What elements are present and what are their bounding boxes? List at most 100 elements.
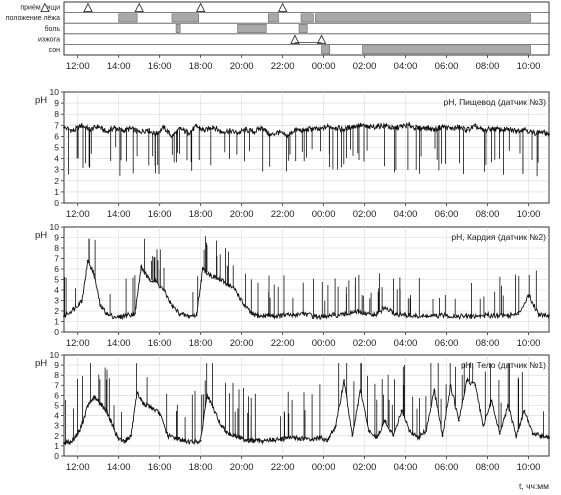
data-point — [183, 440, 186, 442]
y-tick-label: 2 — [54, 431, 59, 441]
data-point — [482, 129, 485, 132]
event-x-tick-label: 12:00 — [66, 61, 90, 72]
x-tick-label: 06:00 — [435, 209, 459, 220]
data-point — [93, 273, 95, 276]
data-point — [87, 259, 89, 262]
y-tick-label: 5 — [54, 401, 59, 411]
data-point — [210, 274, 212, 277]
y-tick-label: 8 — [54, 370, 59, 380]
data-point — [117, 316, 120, 319]
event-bar — [300, 13, 314, 23]
data-point — [548, 133, 550, 136]
y-tick-label: 6 — [54, 264, 59, 274]
y-tick-label: 0 — [54, 198, 59, 208]
data-point — [515, 129, 518, 132]
data-point — [154, 280, 157, 283]
data-point — [496, 314, 499, 317]
data-point — [359, 124, 362, 127]
data-point — [548, 314, 550, 317]
event-bar — [171, 13, 199, 23]
y-tick-label: 5 — [54, 275, 59, 285]
data-point — [523, 127, 526, 130]
data-point — [417, 436, 419, 439]
data-point — [251, 313, 253, 315]
event-x-tick-label: 18:00 — [189, 61, 213, 72]
data-point — [507, 128, 509, 131]
y-tick-label: 4 — [54, 285, 59, 295]
event-x-tick-label: 00:00 — [312, 61, 336, 72]
x-tick-label: 00:00 — [312, 462, 336, 473]
y-tick-label: 7 — [54, 254, 59, 264]
data-point — [326, 125, 329, 128]
x-tick-label: 18:00 — [189, 338, 213, 349]
data-point — [425, 429, 427, 432]
x-tick-label: 20:00 — [230, 209, 254, 220]
x-tick-label: 02:00 — [353, 209, 377, 220]
data-point — [171, 135, 173, 138]
data-point — [474, 384, 477, 387]
data-point — [400, 125, 403, 128]
x-tick-label: 08:00 — [476, 209, 500, 220]
y-tick-label: 9 — [54, 233, 59, 243]
data-point — [244, 438, 247, 441]
event-bar — [298, 24, 308, 33]
data-point — [441, 125, 444, 128]
data-point — [142, 402, 145, 405]
data-point — [261, 440, 263, 442]
x-tick-label: 22:00 — [271, 462, 295, 473]
y-tick-label: 6 — [54, 131, 59, 141]
data-point — [175, 436, 178, 439]
ph-spike-lines — [64, 236, 537, 318]
data-point — [269, 438, 272, 441]
data-point — [117, 438, 120, 441]
data-point — [490, 127, 493, 130]
x-tick-label: 00:00 — [312, 338, 336, 349]
y-tick-label: 3 — [54, 421, 59, 431]
data-point — [457, 126, 460, 129]
data-point — [400, 409, 403, 412]
event-bar — [267, 13, 279, 23]
data-point — [162, 126, 165, 129]
data-point — [482, 424, 485, 427]
event-chart: приём пищи положение лёжа боль изжога сон 12:… — [6, 1, 550, 72]
data-point — [333, 314, 335, 317]
data-point — [259, 315, 261, 318]
data-point — [283, 314, 286, 317]
data-point — [253, 131, 255, 133]
data-point — [234, 289, 237, 291]
data-point — [89, 128, 91, 131]
event-marker-icon — [40, 2, 50, 13]
data-point — [498, 432, 501, 435]
y-tick-label: 0 — [54, 327, 59, 337]
x-tick-label: 14:00 — [107, 338, 131, 349]
data-point — [414, 315, 417, 318]
ph-spike-lines — [68, 125, 539, 177]
data-point — [63, 442, 65, 444]
data-point — [466, 128, 468, 131]
data-point — [367, 126, 370, 129]
data-point — [218, 278, 221, 281]
y-tick-label: 9 — [54, 98, 59, 108]
data-point — [343, 128, 345, 131]
data-point — [187, 132, 190, 135]
event-bar — [237, 24, 267, 33]
data-point — [126, 314, 128, 317]
y-axis-label: pH — [35, 95, 47, 106]
event-bar — [315, 13, 531, 23]
data-point — [490, 399, 493, 402]
x-tick-label: 16:00 — [148, 338, 172, 349]
data-point — [335, 424, 337, 427]
data-point — [507, 314, 509, 317]
data-point — [318, 128, 321, 131]
x-tick-label: 12:00 — [66, 338, 90, 349]
data-point — [99, 402, 102, 405]
data-point — [140, 266, 143, 268]
event-marker-icon — [316, 34, 327, 44]
event-marker-icon — [83, 2, 93, 13]
x-tick-label: 16:00 — [148, 209, 172, 220]
data-point — [531, 432, 534, 435]
event-bar — [175, 24, 181, 33]
x-tick-label: 10:00 — [517, 209, 541, 220]
